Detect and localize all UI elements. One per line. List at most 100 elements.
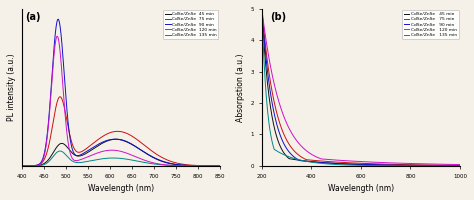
CdSe/ZnSe   120 min — [432, 165, 438, 167]
CdSe/ZnSe  90 min — [18, 165, 24, 167]
CdSe/ZnSe   75 min — [432, 164, 438, 166]
CdSe/ZnSe   135 min — [282, 117, 287, 119]
CdSe/ZnSe   120 min — [457, 165, 463, 167]
Line: CdSe/ZnSe  90 min: CdSe/ZnSe 90 min — [21, 19, 220, 166]
CdSe/ZnSe   90 min — [259, 8, 264, 10]
CdSe/ZnSe  75 min — [115, 130, 121, 133]
CdSe/ZnSe  75 min — [18, 165, 24, 167]
X-axis label: Wavelength (nm): Wavelength (nm) — [88, 184, 154, 193]
CdSe/ZnSe  135 min — [175, 164, 181, 167]
CdSe/ZnSe  75 min — [211, 165, 217, 167]
CdSe/ZnSe  75 min — [57, 96, 63, 98]
CdSe/ZnSe  75 min — [217, 165, 223, 167]
CdSe/ZnSe   135 min — [453, 163, 459, 166]
CdSe/ZnSe  135 min — [217, 165, 223, 167]
CdSe/ZnSe   120 min — [344, 164, 349, 166]
Line: CdSe/ZnSe   90 min: CdSe/ZnSe 90 min — [262, 9, 460, 166]
CdSe/ZnSe  75 min — [211, 165, 217, 167]
CdSe/ZnSe  90 min — [217, 165, 223, 167]
Y-axis label: Absorpstion (a.u.): Absorpstion (a.u.) — [236, 53, 245, 122]
CdSe/ZnSe   75 min — [457, 164, 463, 167]
Line: CdSe/ZnSe  135 min: CdSe/ZnSe 135 min — [21, 36, 220, 166]
CdSe/ZnSe   120 min — [335, 163, 341, 166]
CdSe/ZnSe  135 min — [18, 165, 24, 167]
CdSe/ZnSe  45 min — [211, 165, 217, 167]
CdSe/ZnSe  120 min — [57, 150, 63, 152]
CdSe/ZnSe   45 min — [344, 163, 349, 165]
CdSe/ZnSe   120 min — [259, 8, 264, 10]
CdSe/ZnSe  90 min — [211, 165, 217, 167]
CdSe/ZnSe  120 min — [211, 165, 217, 167]
CdSe/ZnSe   45 min — [432, 164, 438, 167]
CdSe/ZnSe   120 min — [282, 154, 287, 156]
CdSe/ZnSe   90 min — [335, 162, 341, 165]
CdSe/ZnSe  135 min — [110, 149, 116, 151]
CdSe/ZnSe  75 min — [29, 164, 35, 167]
Line: CdSe/ZnSe  120 min: CdSe/ZnSe 120 min — [21, 151, 220, 166]
CdSe/ZnSe  90 min — [29, 165, 35, 167]
CdSe/ZnSe   90 min — [344, 163, 349, 165]
CdSe/ZnSe  45 min — [211, 165, 217, 167]
CdSe/ZnSe  135 min — [211, 165, 217, 167]
CdSe/ZnSe   75 min — [293, 152, 299, 154]
CdSe/ZnSe  90 min — [211, 165, 217, 167]
Text: (b): (b) — [270, 12, 286, 22]
CdSe/ZnSe   75 min — [453, 164, 459, 167]
Line: CdSe/ZnSe   135 min: CdSe/ZnSe 135 min — [262, 9, 460, 165]
CdSe/ZnSe  90 min — [110, 138, 116, 140]
CdSe/ZnSe  120 min — [110, 157, 116, 159]
CdSe/ZnSe   135 min — [335, 159, 341, 161]
CdSe/ZnSe   90 min — [293, 157, 299, 160]
CdSe/ZnSe  120 min — [18, 165, 24, 167]
X-axis label: Wavelength (nm): Wavelength (nm) — [328, 184, 394, 193]
CdSe/ZnSe  135 min — [211, 165, 217, 167]
CdSe/ZnSe   135 min — [293, 139, 299, 141]
CdSe/ZnSe   135 min — [259, 8, 264, 10]
CdSe/ZnSe  45 min — [175, 164, 181, 166]
CdSe/ZnSe   45 min — [293, 159, 299, 161]
CdSe/ZnSe  135 min — [115, 150, 121, 152]
CdSe/ZnSe   90 min — [432, 164, 438, 167]
CdSe/ZnSe  135 min — [29, 165, 35, 167]
Line: CdSe/ZnSe   75 min: CdSe/ZnSe 75 min — [262, 9, 460, 165]
CdSe/ZnSe  45 min — [29, 165, 35, 167]
Line: CdSe/ZnSe  45 min: CdSe/ZnSe 45 min — [21, 139, 220, 166]
CdSe/ZnSe   75 min — [344, 161, 349, 164]
CdSe/ZnSe   135 min — [432, 163, 438, 165]
CdSe/ZnSe  90 min — [55, 18, 61, 20]
Y-axis label: PL intensity (a.u.): PL intensity (a.u.) — [7, 54, 16, 121]
CdSe/ZnSe   45 min — [259, 8, 264, 10]
CdSe/ZnSe   45 min — [282, 152, 287, 155]
Line: CdSe/ZnSe   120 min: CdSe/ZnSe 120 min — [262, 9, 460, 166]
CdSe/ZnSe  90 min — [115, 138, 121, 141]
CdSe/ZnSe   45 min — [457, 165, 463, 167]
CdSe/ZnSe  120 min — [211, 165, 217, 167]
CdSe/ZnSe   75 min — [282, 134, 287, 137]
Line: CdSe/ZnSe  75 min: CdSe/ZnSe 75 min — [21, 97, 220, 166]
CdSe/ZnSe  45 min — [18, 165, 24, 167]
Legend: CdSe/ZnSe  45 min, CdSe/ZnSe  75 min, CdSe/ZnSe  90 min, CdSe/ZnSe  120 min, CdS: CdSe/ZnSe 45 min, CdSe/ZnSe 75 min, CdSe… — [164, 10, 219, 39]
CdSe/ZnSe   120 min — [453, 165, 459, 167]
CdSe/ZnSe  45 min — [113, 138, 119, 140]
CdSe/ZnSe  90 min — [175, 163, 181, 166]
CdSe/ZnSe  120 min — [217, 165, 223, 167]
CdSe/ZnSe  120 min — [175, 164, 181, 167]
CdSe/ZnSe   45 min — [335, 162, 341, 165]
CdSe/ZnSe   90 min — [453, 164, 459, 167]
CdSe/ZnSe   135 min — [344, 160, 349, 162]
CdSe/ZnSe  45 min — [217, 165, 223, 167]
CdSe/ZnSe   75 min — [259, 8, 264, 10]
CdSe/ZnSe   90 min — [282, 144, 287, 146]
CdSe/ZnSe   75 min — [335, 161, 341, 163]
CdSe/ZnSe  135 min — [55, 35, 60, 37]
CdSe/ZnSe   120 min — [293, 158, 299, 160]
CdSe/ZnSe  75 min — [110, 131, 116, 133]
CdSe/ZnSe  120 min — [115, 157, 121, 159]
CdSe/ZnSe   45 min — [453, 165, 459, 167]
CdSe/ZnSe  45 min — [110, 138, 116, 141]
CdSe/ZnSe   90 min — [457, 164, 463, 167]
CdSe/ZnSe   135 min — [457, 163, 463, 166]
Line: CdSe/ZnSe   45 min: CdSe/ZnSe 45 min — [262, 9, 460, 166]
Legend: CdSe/ZnSe   45 min, CdSe/ZnSe   75 min, CdSe/ZnSe   90 min, CdSe/ZnSe   120 min,: CdSe/ZnSe 45 min, CdSe/ZnSe 75 min, CdSe… — [402, 10, 459, 39]
CdSe/ZnSe  45 min — [115, 138, 121, 140]
